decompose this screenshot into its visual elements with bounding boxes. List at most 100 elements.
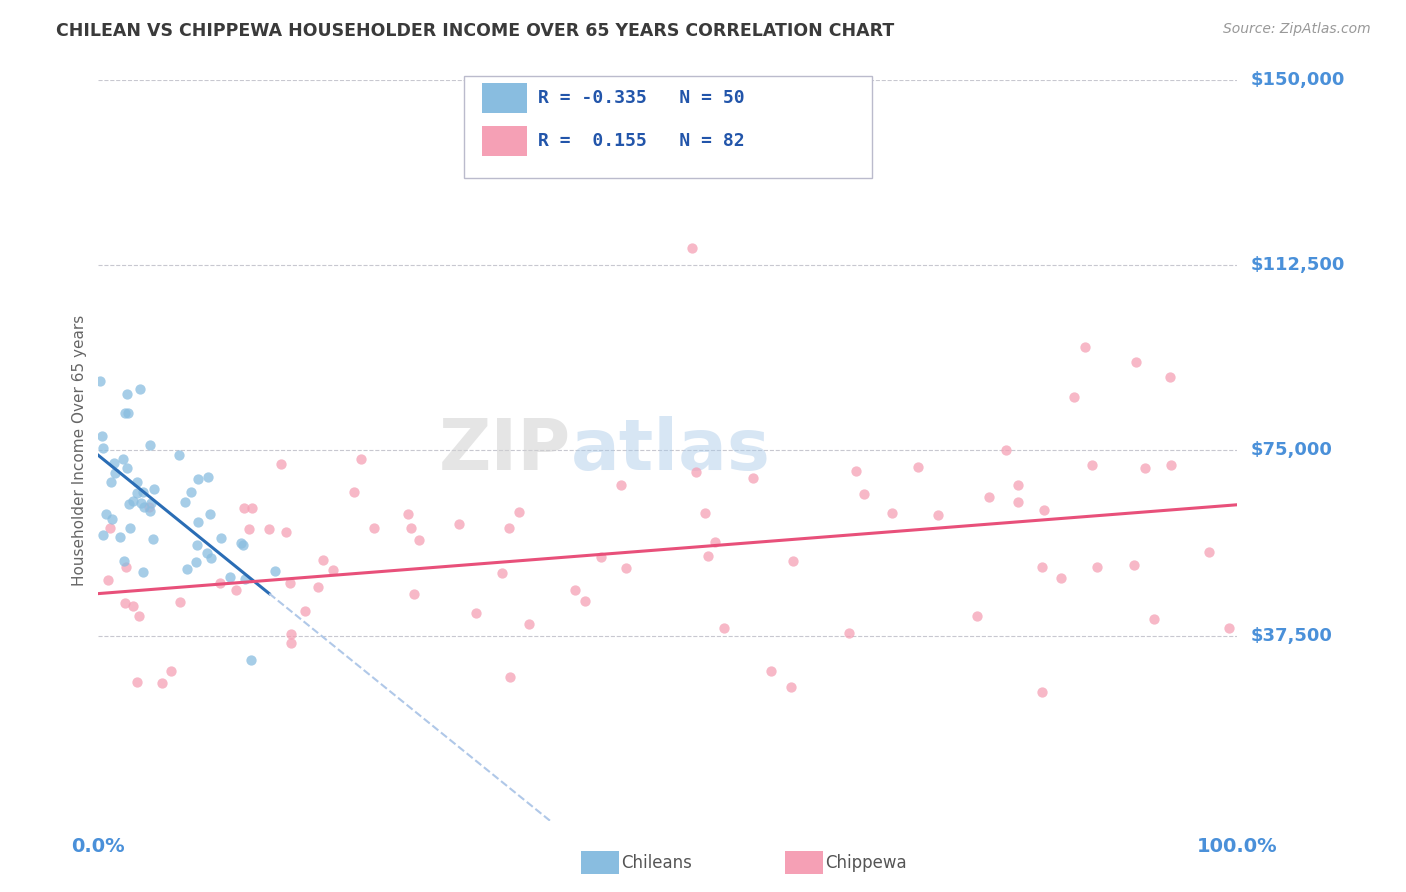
Point: [186, 472, 208, 486]
Point: [139, 504, 162, 518]
Y-axis label: Householder Income Over 65 years: Householder Income Over 65 years: [72, 315, 87, 586]
Point: [517, 616, 540, 631]
Point: [927, 508, 949, 523]
Point: [274, 525, 297, 540]
Point: [1133, 460, 1156, 475]
Point: [121, 493, 143, 508]
Point: [100, 475, 122, 489]
Point: [270, 457, 292, 471]
Point: [180, 485, 202, 500]
Point: [198, 508, 221, 522]
Point: [150, 675, 173, 690]
Point: [160, 664, 183, 678]
Point: [115, 387, 138, 401]
Point: [853, 487, 876, 501]
Point: [264, 564, 287, 578]
Point: [139, 438, 162, 452]
Point: [167, 448, 190, 462]
Point: [184, 555, 207, 569]
Point: [131, 485, 153, 500]
Point: [838, 626, 860, 640]
Point: [257, 522, 280, 536]
Point: [104, 466, 127, 480]
Point: [100, 520, 122, 534]
Point: [219, 570, 242, 584]
Point: [696, 549, 718, 564]
Point: [907, 460, 929, 475]
Text: ZIP: ZIP: [439, 416, 571, 485]
Point: [118, 497, 141, 511]
Point: [1081, 458, 1104, 472]
Point: [91, 429, 114, 443]
Point: [322, 563, 344, 577]
Point: [693, 507, 716, 521]
Text: Chileans: Chileans: [621, 854, 692, 871]
Point: [238, 522, 260, 536]
Point: [713, 621, 735, 635]
Point: [1031, 559, 1053, 574]
Text: atlas: atlas: [571, 416, 770, 485]
Point: [742, 470, 765, 484]
Point: [995, 443, 1018, 458]
Point: [1007, 494, 1029, 508]
Point: [1198, 544, 1220, 558]
Point: [1143, 612, 1166, 626]
Point: [132, 565, 155, 579]
Text: $150,000: $150,000: [1251, 71, 1346, 89]
Point: [103, 457, 125, 471]
Point: [1063, 391, 1085, 405]
Point: [449, 516, 471, 531]
Point: [91, 528, 114, 542]
Text: $112,500: $112,500: [1251, 256, 1346, 275]
Point: [187, 516, 209, 530]
Point: [138, 500, 160, 514]
Point: [125, 475, 148, 489]
Point: [343, 485, 366, 500]
Point: [94, 507, 117, 521]
Text: Chippewa: Chippewa: [825, 854, 907, 871]
Point: [134, 500, 156, 514]
Point: [1031, 685, 1053, 699]
Point: [112, 554, 135, 568]
Point: [759, 664, 782, 678]
Point: [233, 572, 256, 586]
Point: [117, 406, 139, 420]
Point: [233, 500, 256, 515]
Point: [574, 594, 596, 608]
Point: [399, 521, 422, 535]
Point: [1125, 354, 1147, 368]
Point: [1007, 478, 1029, 492]
Point: [209, 531, 232, 545]
Point: [1050, 571, 1073, 585]
Text: R =  0.155   N = 82: R = 0.155 N = 82: [538, 132, 745, 150]
Point: [114, 560, 136, 574]
Point: [591, 550, 613, 565]
Point: [115, 460, 138, 475]
Point: [508, 504, 530, 518]
Point: [125, 674, 148, 689]
Point: [232, 538, 254, 552]
Point: [114, 596, 136, 610]
Point: [112, 451, 135, 466]
Point: [174, 495, 197, 509]
Point: [108, 530, 131, 544]
Point: [186, 538, 208, 552]
Text: Source: ZipAtlas.com: Source: ZipAtlas.com: [1223, 22, 1371, 37]
Point: [114, 406, 136, 420]
Point: [782, 554, 804, 568]
Text: $75,000: $75,000: [1251, 442, 1333, 459]
Point: [564, 583, 586, 598]
Point: [197, 470, 219, 484]
Point: [498, 521, 520, 535]
Point: [278, 576, 301, 591]
Point: [681, 241, 703, 255]
Text: $37,500: $37,500: [1251, 626, 1333, 645]
Point: [779, 681, 801, 695]
Point: [129, 496, 152, 510]
Point: [97, 574, 120, 588]
Point: [143, 483, 166, 497]
Point: [176, 562, 198, 576]
Point: [127, 486, 149, 500]
Point: [240, 500, 263, 515]
Text: R = -0.335   N = 50: R = -0.335 N = 50: [538, 89, 745, 107]
